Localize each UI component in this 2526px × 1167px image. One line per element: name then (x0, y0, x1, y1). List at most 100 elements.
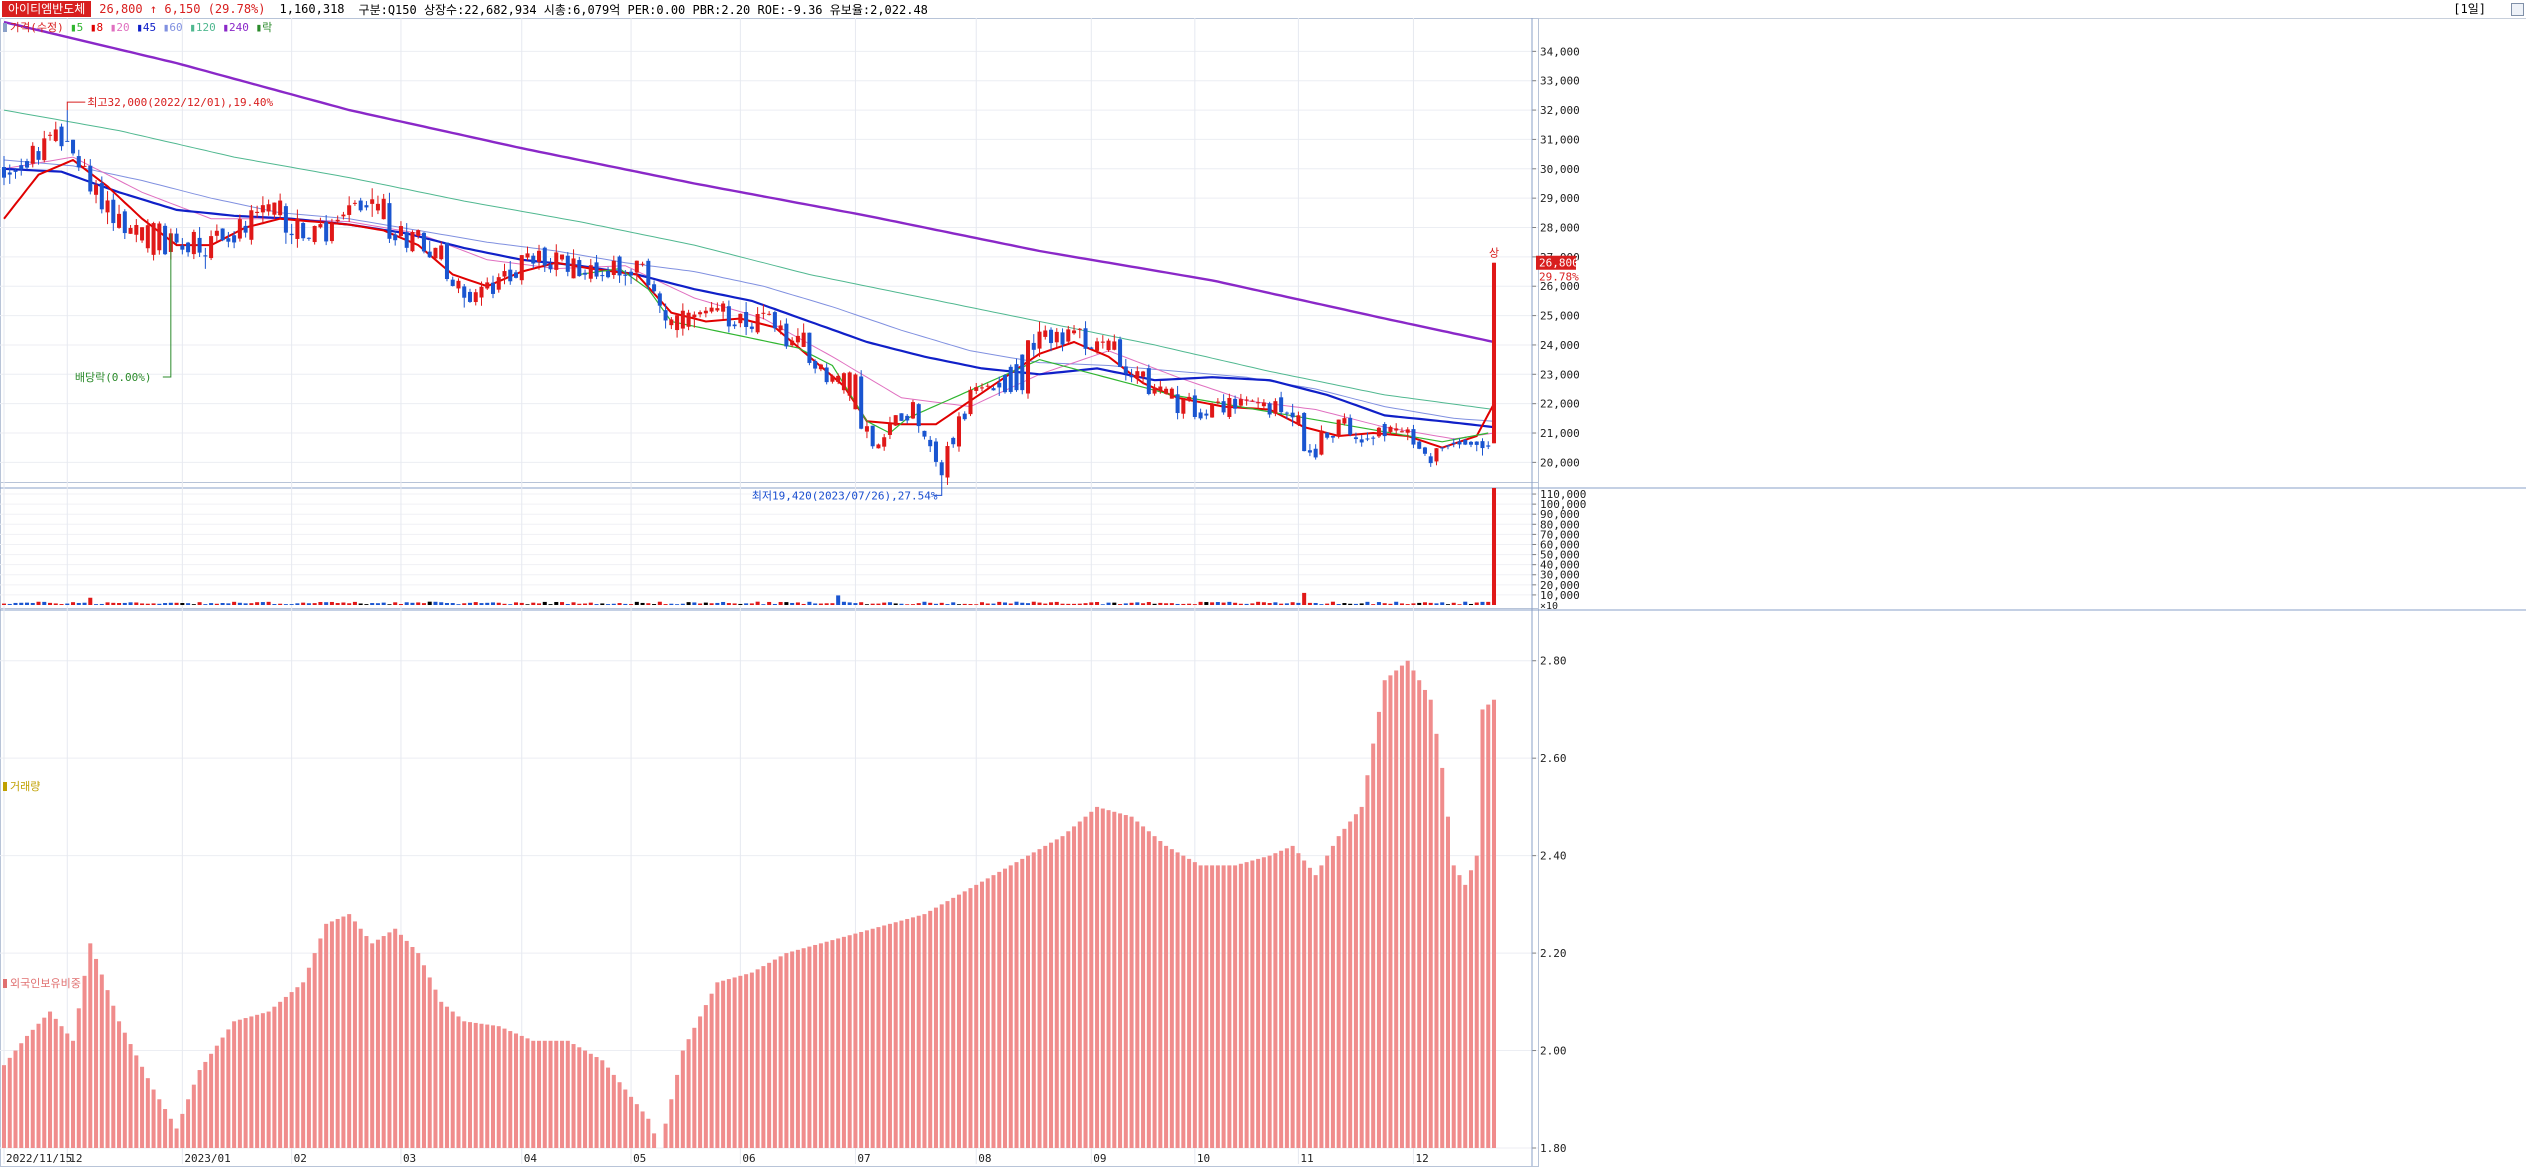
volume-bar (393, 602, 398, 605)
foreign-ratio-bar (698, 1016, 703, 1148)
candle-body (341, 214, 346, 217)
volume-bar (922, 601, 927, 605)
volume-bar (1325, 603, 1330, 605)
volume-bar (1238, 603, 1243, 605)
foreign-ratio-bar (1359, 806, 1364, 1148)
candle-body (358, 200, 363, 211)
foreign-ratio-bar (1486, 704, 1491, 1148)
volume-bar (1192, 604, 1197, 605)
foreign-ratio-bar (180, 1113, 185, 1148)
foreign-ratio-bar (692, 1027, 697, 1148)
volume-bar (168, 602, 173, 605)
legend-ma-item: ▮240 (222, 21, 255, 34)
foreign-ratio-bar (1227, 865, 1232, 1148)
foreign-ratio-bar (163, 1109, 168, 1148)
foreign-ratio-bar (1267, 855, 1272, 1148)
candle-body (249, 210, 254, 240)
foreign-ratio-bar (680, 1050, 685, 1148)
candle-body (1135, 371, 1140, 379)
volume-bar (203, 604, 208, 605)
date-tick-label: 06 (742, 1152, 755, 1165)
candle-body (1422, 447, 1427, 454)
volume-bar (122, 602, 127, 605)
volume-bar (209, 603, 214, 605)
foreign-ratio-bar (283, 996, 288, 1148)
foreign-ratio-bar (1054, 839, 1059, 1148)
candle-body (410, 232, 415, 252)
candle-body (795, 335, 800, 343)
candle-body (462, 286, 467, 298)
candle-body (1141, 371, 1146, 377)
candle-body (1158, 386, 1163, 391)
foreign-ratio-bar (951, 897, 956, 1148)
foreign-ratio-bar (151, 1089, 156, 1148)
date-tick-label: 02 (294, 1152, 307, 1165)
volume-bar (801, 603, 806, 605)
volume-bar (1313, 602, 1318, 605)
foreign-ratio-bar (1095, 806, 1100, 1148)
volume-bar (1434, 603, 1439, 605)
volume-bar (830, 603, 835, 605)
volume-bar (191, 604, 196, 605)
volume-bar (1014, 601, 1019, 605)
foreign-ratio-bar (214, 1045, 219, 1148)
foreign-ratio-bar (479, 1023, 484, 1148)
candle-body (456, 280, 461, 289)
candle-body (278, 200, 283, 216)
price-axes: 34,000 33,000 32,000 31,000 30,000 29,000 28,0… (1531, 18, 1586, 1166)
volume-bar (1020, 602, 1025, 605)
candle-body (53, 129, 58, 141)
axis-tick-label: 90,000 (1540, 508, 1580, 521)
foreign-ratio-bar (784, 953, 789, 1148)
foreign-ratio-bar (577, 1047, 582, 1148)
candle-body (801, 332, 806, 347)
volume-bar (226, 603, 231, 605)
candle-body (370, 199, 375, 204)
volume-bar (1267, 603, 1272, 605)
window-button[interactable] (2511, 3, 2524, 16)
candle-body (1043, 330, 1048, 337)
candle-body (1118, 339, 1123, 367)
foreign-ratio-bar (24, 1035, 30, 1148)
volume-bar (1054, 601, 1059, 605)
low-annotation: 최저19,420(2023/07/26),27.54% (752, 489, 938, 502)
foreign-ratio-bar (59, 1026, 64, 1148)
candle-body (1371, 437, 1376, 439)
volume-bar (456, 604, 461, 605)
volume-bar (560, 602, 565, 605)
up-arrow-icon: ↑ (149, 2, 158, 16)
volume-bar (1480, 601, 1485, 605)
candle-body (537, 250, 542, 262)
legend-ma-item: ▮8 (90, 21, 110, 34)
candle-body (675, 315, 680, 331)
period-selector[interactable]: [1일] (2453, 2, 2486, 16)
volume-bar (887, 602, 892, 605)
candle-body (174, 233, 179, 243)
foreign-ratio-bar (111, 1005, 116, 1148)
volume-bar (669, 603, 674, 605)
volume-bar (1290, 602, 1295, 605)
candle-body (433, 247, 438, 259)
volume-bar (1359, 603, 1364, 605)
volume-bar (94, 604, 99, 605)
candle-body (1480, 441, 1485, 449)
candle-body (715, 308, 720, 311)
foreign-ratio-bar (1066, 831, 1071, 1148)
volume-bar (329, 601, 334, 605)
candle-body (1261, 402, 1266, 407)
volume-bar (1474, 602, 1479, 605)
foreign-ratio-bar (19, 1043, 24, 1148)
foreign-ratio-bar (1474, 855, 1479, 1148)
volume-bar (490, 602, 496, 605)
foreign-ratio-bar (1480, 709, 1485, 1148)
stock-name[interactable]: 아이티엠반도체 (2, 1, 92, 17)
candle-body (7, 172, 12, 175)
foreign-ratio-bar (1290, 845, 1295, 1148)
volume-bar (933, 603, 938, 605)
foreign-ratio-bar (721, 980, 726, 1148)
volume-bar (1106, 602, 1111, 605)
candle-body (1313, 448, 1318, 458)
volume-bar (1146, 602, 1151, 605)
volume-bar (1026, 603, 1031, 605)
volume-bar (1233, 602, 1238, 605)
